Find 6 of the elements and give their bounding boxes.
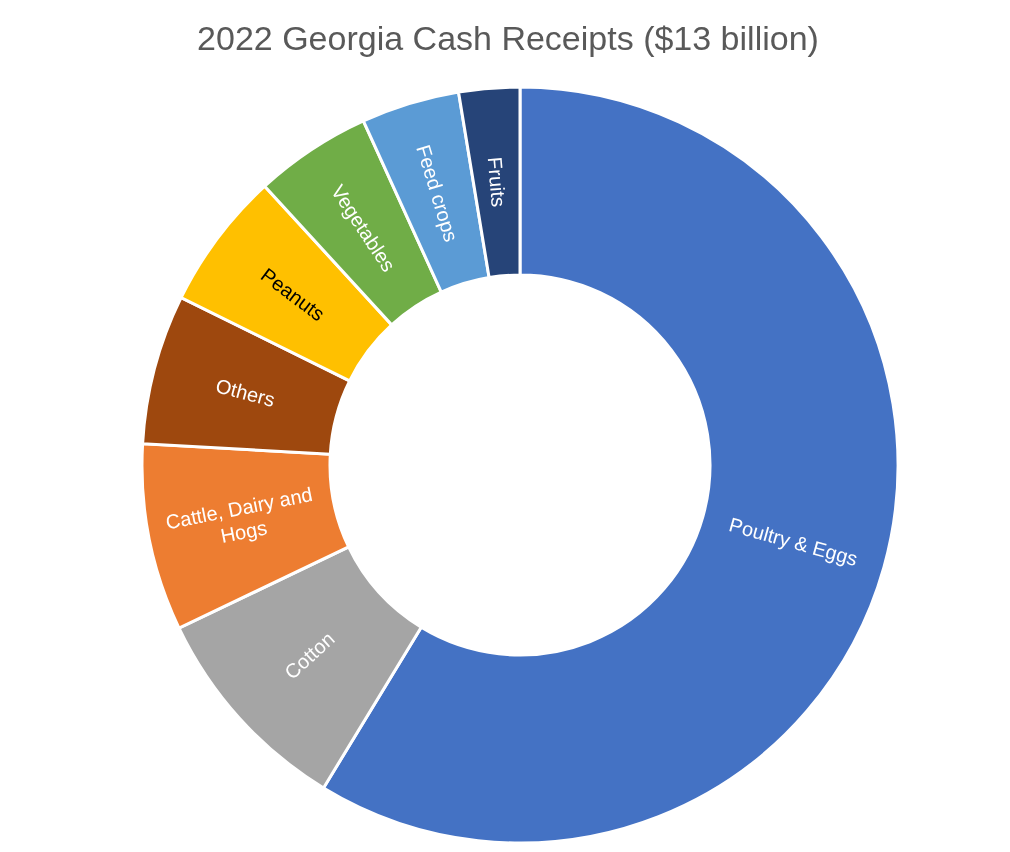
chart-title: 2022 Georgia Cash Receipts ($13 billion) xyxy=(196,18,820,59)
slice-label: Others xyxy=(213,374,278,411)
slice-label: Cattle, Dairy and Hogs xyxy=(163,482,315,548)
slice-label: Poultry & Eggs xyxy=(726,513,861,571)
slice-label: Fruits xyxy=(483,156,510,208)
slice-label: Feed crops xyxy=(412,142,463,245)
